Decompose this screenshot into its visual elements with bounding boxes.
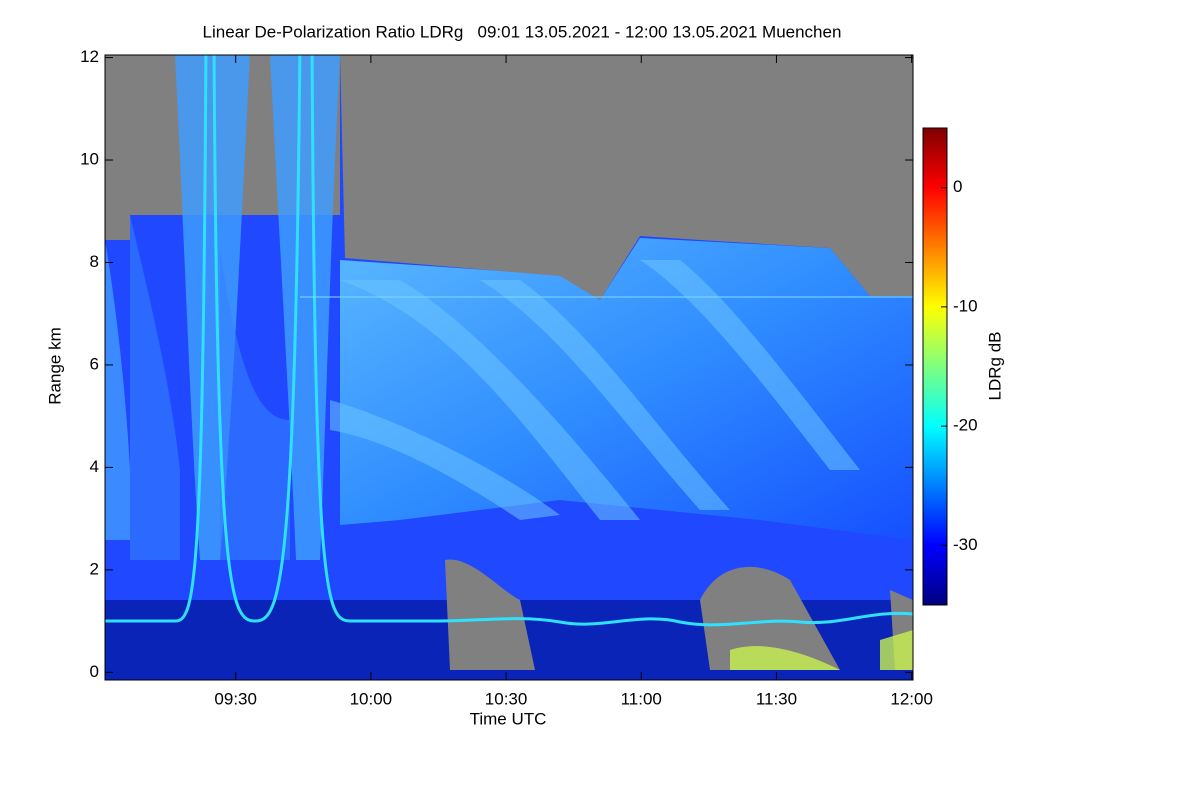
- colorbar-tick-label: 0: [953, 177, 962, 196]
- colorbar-label: LDRg dB: [985, 332, 1004, 401]
- plume-base: [130, 215, 290, 560]
- chart-title: Linear De-Polarization Ratio LDRg 09:01 …: [203, 22, 842, 41]
- x-tick-label: 11:30: [756, 689, 797, 708]
- y-tick-label: 2: [90, 559, 99, 578]
- boundary-layer-top: [105, 55, 913, 627]
- high-ldr-patch: [730, 630, 913, 670]
- y-tick-label: 4: [90, 457, 99, 476]
- y-tick-label: 10: [80, 150, 99, 169]
- plot-frame: [104, 54, 914, 681]
- colorbar-frame: [922, 127, 948, 606]
- x-axis-label: Time UTC: [470, 709, 547, 728]
- x-tick-label: 10:00: [350, 689, 393, 708]
- y-axis-label: Range km: [45, 327, 64, 404]
- x-tick-label: 11:00: [621, 689, 662, 708]
- x-tick-label: 10:30: [485, 689, 528, 708]
- y-tick-label: 12: [80, 47, 99, 66]
- y-tick-label: 6: [90, 354, 99, 373]
- y-tick-label: 0: [90, 662, 99, 681]
- colorbar-tick-label: -20: [953, 416, 978, 435]
- colorbar: [923, 128, 947, 605]
- left-layer: [105, 240, 130, 540]
- x-tick-label: 12:00: [890, 689, 933, 708]
- colorbar-tick-label: -30: [953, 535, 978, 554]
- low-cloud-gap: [445, 559, 913, 670]
- colorbar-tick-label: -10: [953, 296, 978, 315]
- heatmap-image: [105, 55, 913, 680]
- y-tick-label: 8: [90, 252, 99, 271]
- x-tick-label: 09:30: [214, 689, 257, 708]
- cirrus-streaks: [330, 260, 860, 520]
